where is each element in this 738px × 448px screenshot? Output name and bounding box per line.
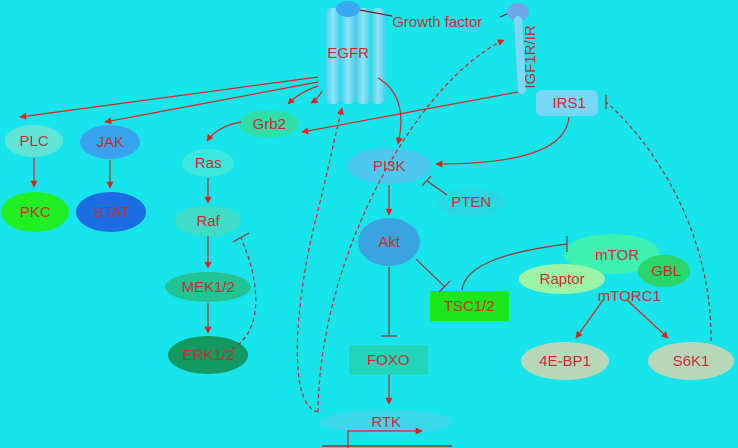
irs1-node [536, 90, 598, 116]
pkc-label: PKC [20, 204, 51, 221]
pi3k-node [347, 148, 431, 184]
akt-inhibits-tsc [415, 258, 446, 288]
s6k1-label: S6K1 [673, 353, 710, 370]
mtor-node [564, 234, 660, 274]
mek-label: MEK1/2 [181, 279, 234, 296]
mtorc1-to-s6k1-arrow [626, 299, 669, 339]
pten-node [437, 188, 505, 216]
pten-label: PTEN [451, 194, 491, 211]
egfr-to-plc-arrow [19, 76, 319, 120]
pkc-node [1, 192, 69, 232]
jak-label: JAK [96, 134, 124, 151]
s6k1-node [648, 342, 734, 380]
rtk-label: RTK [371, 414, 401, 431]
igf1r-label: IGF1R/IR [522, 25, 539, 89]
egfr-to-pi3k-arrow [377, 77, 403, 145]
tsc-inhibits-mtor [461, 243, 568, 291]
egfr-receptor [326, 1, 385, 104]
s6k1-inhibits-irs1 [605, 101, 712, 342]
gbl-label: GBL [651, 263, 681, 280]
egfr-label: EGFR [327, 45, 369, 62]
foxo-node [349, 345, 428, 375]
erk-label: ERK1/2 [182, 347, 234, 364]
foxo-label: FOXO [367, 352, 410, 369]
irs1-label: IRS1 [552, 95, 585, 112]
egfr-to-grb2b-arrow [310, 90, 323, 104]
plc-node [5, 125, 63, 157]
mtorc1-to-4e-bp1-arrow [575, 299, 604, 339]
raptor-label: Raptor [539, 271, 584, 288]
erk-node [168, 336, 248, 374]
tsc-label: TSC1/2 [444, 298, 495, 315]
pten-inhibits-pi3k [426, 180, 448, 196]
grb2-label: Grb2 [252, 116, 285, 133]
grb2-node [239, 110, 299, 138]
pi3k-label: PI3K [373, 158, 406, 175]
igf1r-stem [514, 16, 526, 94]
ras-label: Ras [195, 155, 222, 172]
tsc-node [430, 291, 509, 321]
inhibition-lines [231, 95, 712, 350]
egfr-to-jak-arrow [104, 81, 319, 125]
rtk-to-egfr-feedback-arrow [296, 107, 344, 413]
4e-bp1-node [521, 342, 609, 380]
mtorc1-label: mTORC1 [597, 288, 660, 305]
stat-label: STAT [93, 204, 129, 221]
activation-arrows [19, 76, 669, 448]
akt-label: Akt [378, 234, 401, 251]
growth-factor-label: Growth factor [392, 14, 482, 31]
growth-factor-line-left [359, 9, 393, 17]
growth-factor-ligand-icon [507, 3, 529, 21]
stat-node [76, 192, 146, 232]
grb2-to-ras-arrow [206, 121, 242, 142]
raf-label: Raf [196, 213, 220, 230]
mek-node [165, 272, 251, 302]
rtk-to-igf1r-feedback-arrow [317, 39, 505, 413]
jak-node [80, 125, 140, 159]
akt-node [358, 218, 420, 266]
raf-node [175, 206, 241, 236]
ras-node [182, 149, 234, 177]
4e-bp1-label: 4E-BP1 [539, 353, 591, 370]
irs1-to-pi3k-arrow [435, 116, 570, 168]
rtk-transcription-arrow [347, 427, 423, 448]
erk-inhibits-raf [231, 237, 257, 350]
raptor-node [519, 264, 605, 294]
plc-label: PLC [19, 133, 48, 150]
growth-factor-line-right [499, 13, 508, 18]
gbl-node [638, 255, 690, 287]
mtor-label: mTOR [595, 247, 639, 264]
egfr-to-grb2-arrow [287, 85, 319, 105]
